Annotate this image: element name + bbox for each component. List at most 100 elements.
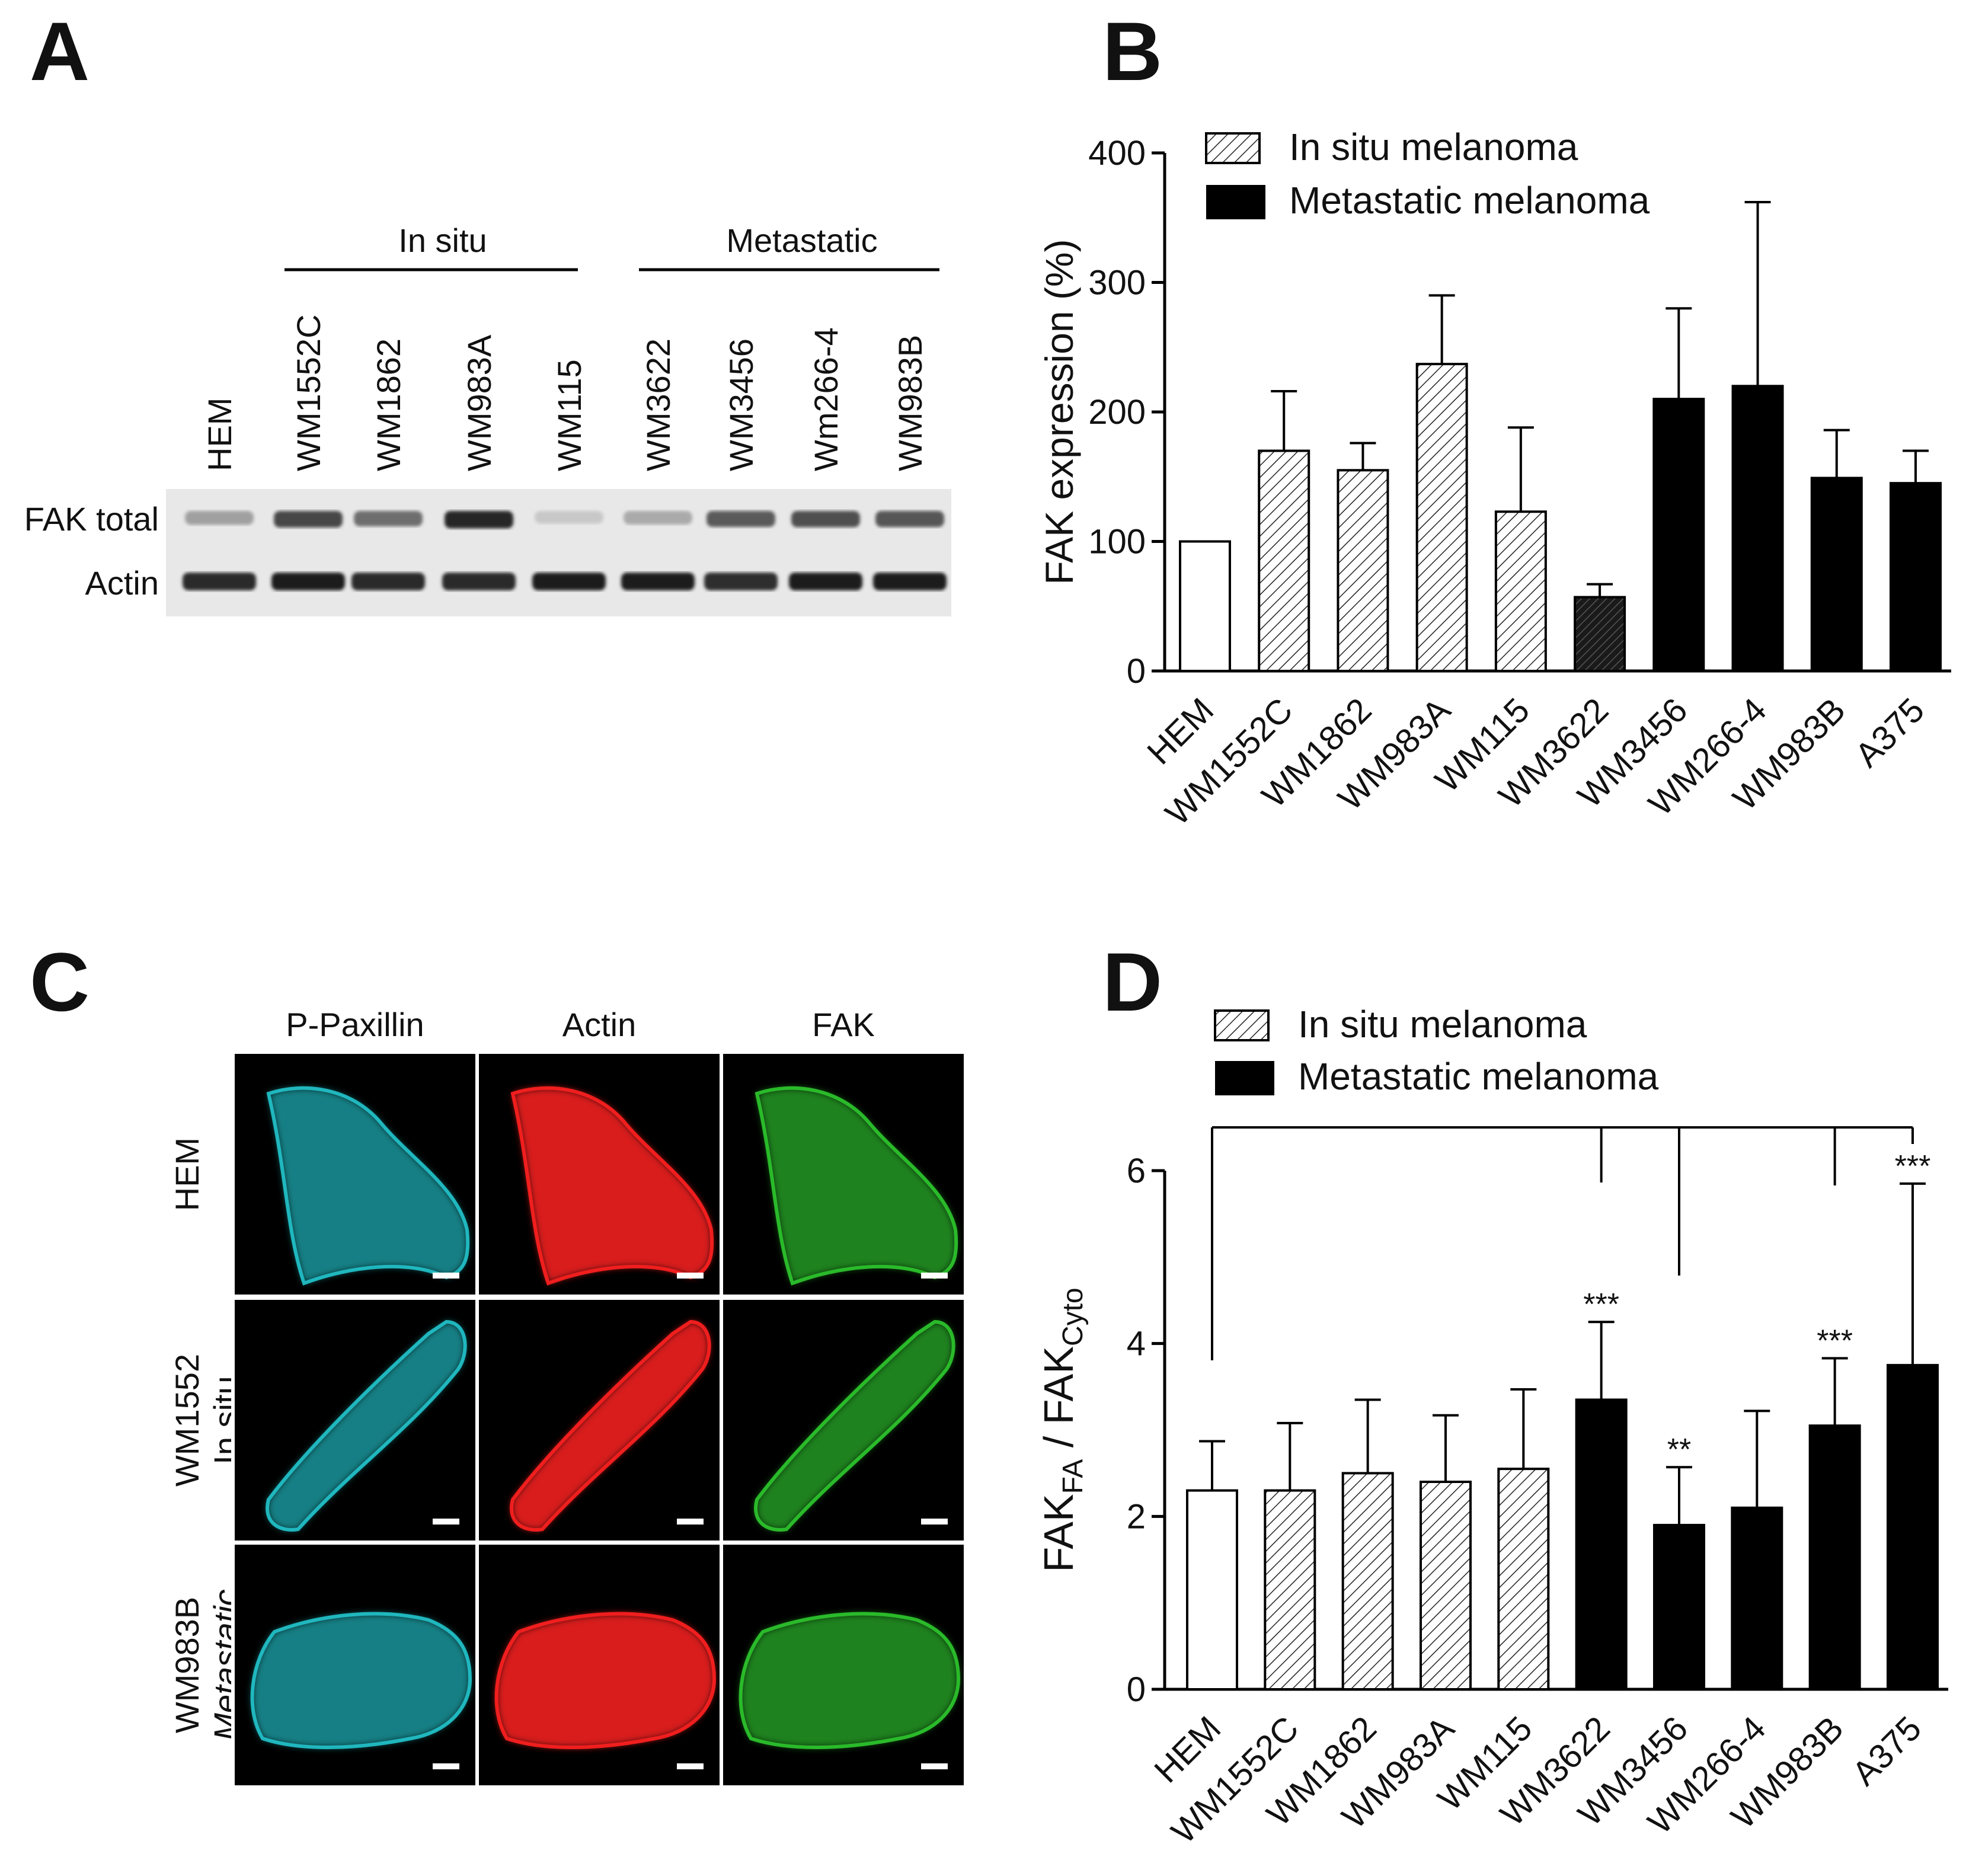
panel-letter-b: B bbox=[1102, 5, 1162, 98]
panel-letter-c: C bbox=[30, 935, 89, 1028]
lane-label: HEM bbox=[201, 398, 238, 471]
micrograph-actin bbox=[475, 1050, 723, 1298]
blot-membrane bbox=[166, 489, 951, 616]
cell-edge bbox=[494, 1612, 717, 1749]
y-tick-label: 6 bbox=[1127, 1152, 1146, 1190]
panel-b-chart: 0100200300400HEMWM1552CWM1862WM983AWM115… bbox=[1037, 126, 1951, 833]
bar-a375 bbox=[1887, 1364, 1939, 1690]
y-axis-title: FAK expression (%) bbox=[1037, 239, 1081, 584]
blot-bands bbox=[183, 511, 947, 590]
bar-wm266-4 bbox=[1731, 1506, 1783, 1690]
actin-band bbox=[704, 573, 778, 590]
micrograph-actin bbox=[475, 1541, 723, 1789]
cell-signal bbox=[496, 1613, 714, 1747]
micrograph-actin bbox=[475, 1296, 723, 1544]
scale-bar bbox=[921, 1763, 948, 1769]
legend-label-in-situ: In situ melanoma bbox=[1298, 1003, 1587, 1046]
legend-swatch-in-situ bbox=[1214, 1009, 1270, 1041]
legend-label-in-situ: In situ melanoma bbox=[1289, 126, 1578, 168]
cell-edge bbox=[755, 1086, 958, 1286]
bar-wm3456 bbox=[1652, 398, 1705, 673]
bar-wm3456 bbox=[1653, 1523, 1705, 1691]
lane-label: WM1552C bbox=[290, 314, 327, 471]
scale-bar bbox=[677, 1273, 704, 1279]
panel-letter-a: A bbox=[30, 5, 89, 98]
bar-hem bbox=[1186, 1489, 1238, 1690]
actin-band bbox=[873, 573, 947, 590]
y-tick-label: 300 bbox=[1088, 264, 1146, 302]
legend-label-metastatic: Metastatic melanoma bbox=[1298, 1055, 1659, 1098]
scale-bar bbox=[921, 1273, 948, 1279]
scale-bar bbox=[433, 1273, 459, 1279]
legend-swatch-metastatic bbox=[1206, 185, 1265, 219]
y-title-sub-cyto: Cyto bbox=[1057, 1287, 1089, 1346]
bar-wm983a bbox=[1420, 1481, 1472, 1690]
legend-label-metastatic: Metastatic melanoma bbox=[1289, 179, 1650, 222]
micrograph-fak bbox=[720, 1296, 967, 1544]
significance-marker: *** bbox=[1583, 1287, 1619, 1322]
lane-label: WM3622 bbox=[640, 338, 677, 471]
cell-signal bbox=[756, 1322, 954, 1530]
cell-edge bbox=[510, 1086, 714, 1286]
y-title-main: FAK bbox=[1035, 1494, 1082, 1572]
y-axis-title: FAKFA / FAKCyto bbox=[1035, 1287, 1089, 1572]
row-label-fak-total: FAK total bbox=[24, 500, 159, 538]
actin-band bbox=[532, 573, 606, 590]
cell-edge bbox=[250, 1612, 472, 1749]
cell-signal bbox=[513, 1088, 712, 1283]
significance-marker: *** bbox=[1817, 1324, 1853, 1358]
actin-band bbox=[789, 573, 862, 590]
lane-label: WM1862 bbox=[370, 338, 407, 471]
actin-band bbox=[183, 573, 256, 590]
bar-wm1862 bbox=[1337, 469, 1389, 672]
significance-marker: *** bbox=[1895, 1149, 1931, 1184]
cell-signal bbox=[267, 1322, 465, 1530]
y-tick-label: 2 bbox=[1127, 1497, 1146, 1536]
scale-bar bbox=[677, 1519, 704, 1525]
bar-wm1552c bbox=[1264, 1489, 1316, 1690]
panel-d-chart: 0246HEMWM1552CWM1862WM983AWM115WM3622***… bbox=[1035, 1003, 1948, 1851]
fak-band bbox=[707, 511, 775, 527]
micrograph-p-paxillin bbox=[231, 1541, 479, 1789]
bar-wm1552c bbox=[1258, 449, 1310, 672]
micrograph-p-paxillin bbox=[231, 1296, 479, 1544]
cell-signal bbox=[757, 1088, 957, 1283]
y-title-sub-fa: FA bbox=[1057, 1459, 1089, 1494]
y-tick-label: 4 bbox=[1127, 1325, 1146, 1363]
micrograph-p-paxillin bbox=[231, 1050, 479, 1298]
lane-label: WM115 bbox=[551, 359, 588, 471]
bar-wm983a bbox=[1415, 363, 1468, 672]
cell-edge bbox=[510, 1319, 711, 1532]
bar-wm983b bbox=[1810, 477, 1863, 672]
legend-swatch-in-situ bbox=[1205, 132, 1261, 164]
column-label: FAK bbox=[812, 1006, 875, 1043]
cell-edge bbox=[266, 1086, 470, 1286]
scale-bar bbox=[921, 1519, 948, 1525]
bar-wm3622 bbox=[1575, 1398, 1628, 1690]
bar-wm983b bbox=[1808, 1424, 1861, 1690]
scale-bar bbox=[433, 1763, 459, 1769]
y-tick-label: 200 bbox=[1088, 393, 1146, 432]
cell-edge bbox=[739, 1612, 961, 1749]
significance-marker: ** bbox=[1667, 1433, 1691, 1467]
fak-band bbox=[875, 511, 944, 528]
panel-a-western-blot: In situ Metastatic FAK total Actin HEM WM… bbox=[24, 222, 951, 616]
y-tick-label: 0 bbox=[1127, 652, 1146, 691]
bar-wm1862 bbox=[1341, 1472, 1394, 1691]
row-label: HEM bbox=[168, 1137, 206, 1211]
lane-label: WM983A bbox=[461, 334, 498, 471]
row-label: WM1552 bbox=[168, 1354, 206, 1487]
fak-band bbox=[791, 511, 860, 528]
group-label-in-situ: In situ bbox=[398, 222, 487, 259]
micrograph-fak bbox=[720, 1050, 967, 1298]
fak-band bbox=[624, 511, 692, 525]
bar-hem bbox=[1179, 540, 1231, 672]
column-label: Actin bbox=[562, 1006, 637, 1043]
column-label: P-Paxillin bbox=[286, 1006, 424, 1043]
row-label: WM983B bbox=[168, 1597, 206, 1733]
y-tick-label: 100 bbox=[1088, 523, 1146, 561]
scale-bar bbox=[677, 1763, 704, 1769]
actin-band bbox=[621, 573, 695, 590]
lane-label: WM983B bbox=[891, 335, 929, 471]
actin-band bbox=[351, 573, 425, 590]
